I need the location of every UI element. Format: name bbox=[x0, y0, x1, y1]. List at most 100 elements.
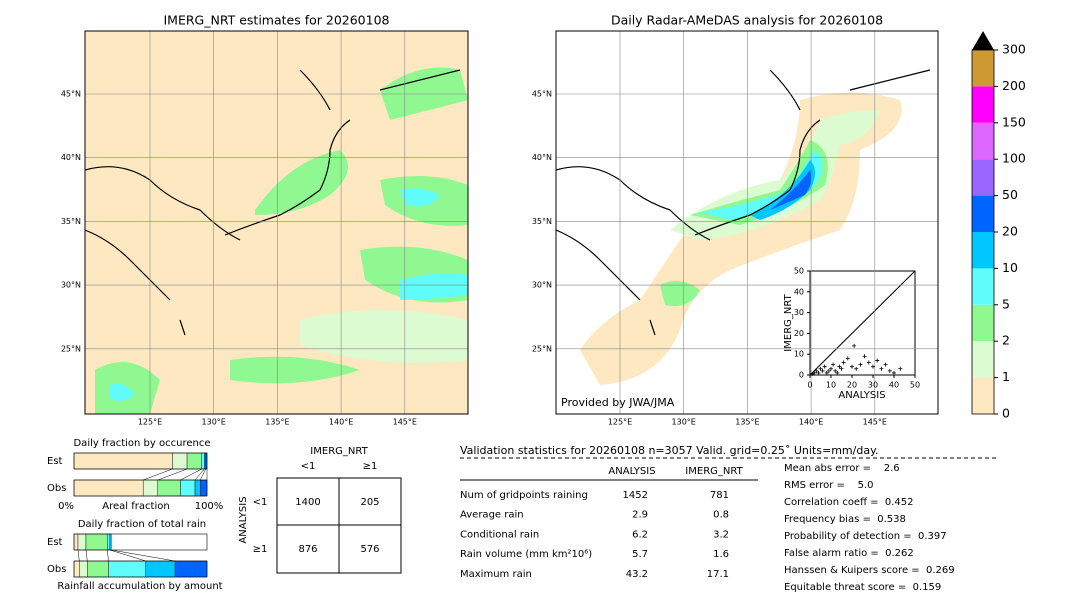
fraction-segment bbox=[108, 560, 147, 578]
fraction-segment bbox=[73, 560, 80, 578]
colorbar-label: 200 bbox=[1002, 78, 1026, 93]
fraction-segment bbox=[180, 479, 196, 497]
colorbar-label: 300 bbox=[1002, 42, 1026, 57]
lat-label: 45°N bbox=[61, 90, 81, 99]
scatter-point bbox=[820, 368, 825, 373]
scatter-point bbox=[839, 366, 844, 371]
scatter-point bbox=[875, 358, 880, 363]
colorbar-segment bbox=[972, 50, 994, 87]
scatter-point bbox=[812, 370, 817, 375]
fraction-segment bbox=[73, 533, 79, 551]
fraction-segment bbox=[142, 479, 158, 497]
stat-value: 781 bbox=[710, 490, 729, 501]
connector bbox=[111, 549, 176, 562]
diagonal-line bbox=[809, 270, 916, 376]
scatter-point bbox=[831, 362, 836, 367]
fraction-segment bbox=[79, 560, 88, 578]
colorbar-label: 10 bbox=[1002, 260, 1018, 275]
stat-name: Average rain bbox=[460, 510, 524, 521]
axis-left: 0% bbox=[58, 501, 74, 512]
score: Correlation coeff = 0.452 bbox=[784, 497, 914, 508]
stat-value: 3.2 bbox=[713, 529, 729, 540]
column-header: IMERG_NRT bbox=[685, 466, 743, 477]
fraction-segment bbox=[85, 533, 108, 551]
scatter-point bbox=[835, 370, 840, 375]
scatter-point bbox=[852, 343, 857, 348]
scatter-point bbox=[892, 370, 896, 375]
stat-value: 6.2 bbox=[632, 529, 648, 540]
scatter-point bbox=[810, 371, 815, 376]
row-label: Obs bbox=[47, 483, 66, 494]
col-title: IMERG_NRT bbox=[310, 446, 368, 457]
colorbar-segment bbox=[972, 122, 994, 160]
stat-value: 5.7 bbox=[632, 549, 648, 560]
map-rain-field bbox=[580, 92, 902, 385]
stat-value: 1452 bbox=[623, 490, 648, 501]
row-title: ANALYSIS bbox=[238, 496, 249, 543]
y-tick-label: 40 bbox=[794, 287, 804, 296]
scatter-point bbox=[854, 366, 859, 371]
lat-label: 25°N bbox=[61, 344, 81, 353]
connector bbox=[157, 468, 188, 481]
panel-title: Daily fraction of total rain bbox=[78, 519, 206, 530]
lon-label: 130°E bbox=[672, 418, 696, 427]
lon-label: 125°E bbox=[608, 418, 632, 427]
colorbar-label: 1 bbox=[1002, 369, 1010, 384]
score: Probability of detection = 0.397 bbox=[784, 531, 947, 542]
y-tick-label: 50 bbox=[794, 267, 804, 276]
colorbar-label: 50 bbox=[1002, 187, 1018, 202]
fraction-segment bbox=[157, 479, 181, 497]
lat-label: 25°N bbox=[532, 344, 552, 353]
y-tick-label: 30 bbox=[794, 308, 804, 317]
scatter-point bbox=[850, 364, 854, 369]
score: False alarm ratio = 0.262 bbox=[784, 548, 914, 559]
coastline bbox=[556, 69, 931, 336]
bar-frame bbox=[73, 452, 208, 470]
x-tick-label: 30 bbox=[868, 381, 878, 390]
colorbar-label: 2 bbox=[1002, 333, 1010, 348]
fraction-segment bbox=[145, 560, 176, 578]
fraction-segment bbox=[194, 479, 201, 497]
axis-middle: Areal fraction bbox=[102, 501, 169, 512]
colorbar-label: 100 bbox=[1002, 151, 1026, 166]
fraction-segment bbox=[109, 533, 112, 551]
fraction-segment bbox=[87, 560, 109, 578]
map-title: Daily Radar-AMeDAS analysis for 20260108 bbox=[611, 13, 883, 28]
y-tick-label: 20 bbox=[794, 329, 804, 338]
row-label: Est bbox=[47, 537, 63, 548]
lat-label: 40°N bbox=[61, 153, 81, 162]
scatter-point bbox=[841, 360, 846, 365]
stat-value: 1.6 bbox=[713, 549, 729, 560]
scatter-point bbox=[816, 370, 821, 375]
fraction-segment bbox=[186, 452, 202, 470]
scatter-point bbox=[871, 364, 875, 369]
colorbar-segment bbox=[972, 86, 994, 123]
connector bbox=[77, 549, 80, 562]
col-label: <1 bbox=[301, 461, 316, 472]
lat-label: 35°N bbox=[532, 217, 552, 226]
bar-frame bbox=[73, 479, 208, 497]
bar-frame bbox=[73, 560, 208, 578]
fraction-segment bbox=[107, 533, 111, 551]
lat-label: 40°N bbox=[532, 153, 552, 162]
score: Hanssen & Kuipers score = 0.269 bbox=[784, 565, 955, 576]
score: Mean abs error = 2.6 bbox=[784, 463, 900, 474]
map-title: IMERG_NRT estimates for 20260108 bbox=[163, 13, 389, 28]
credit: Provided by JWA/JMA bbox=[561, 396, 675, 409]
lon-label: 135°E bbox=[265, 418, 289, 427]
scatter-point bbox=[826, 368, 831, 373]
fraction-segment bbox=[172, 452, 188, 470]
colorbar-label: 150 bbox=[1002, 114, 1026, 129]
colorbar-segment bbox=[972, 159, 994, 196]
scatter-point bbox=[814, 368, 819, 373]
cell-value: 205 bbox=[360, 497, 379, 508]
connector bbox=[194, 468, 205, 481]
lon-label: 125°E bbox=[138, 418, 162, 427]
validation-header: Validation statistics for 20260108 n=305… bbox=[460, 444, 879, 457]
colorbar-extend bbox=[972, 31, 994, 50]
colorbar-segment bbox=[972, 195, 994, 232]
coastline bbox=[85, 69, 461, 336]
colorbar-segment bbox=[972, 341, 994, 378]
stat-value: 17.1 bbox=[707, 569, 729, 580]
